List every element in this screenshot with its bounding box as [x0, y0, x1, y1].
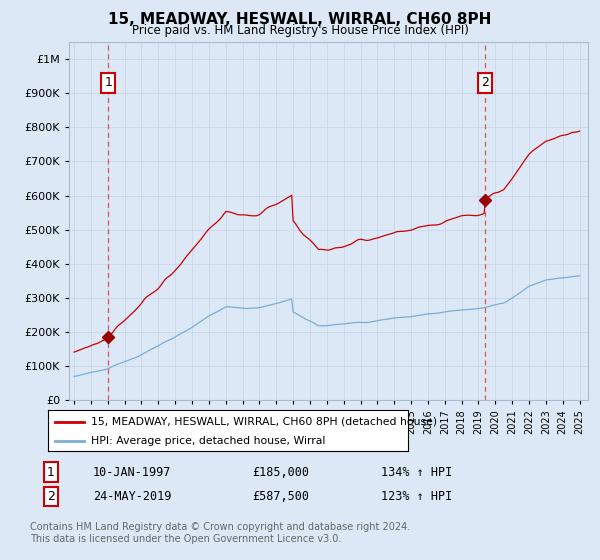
- Text: 123% ↑ HPI: 123% ↑ HPI: [381, 489, 452, 503]
- Text: Price paid vs. HM Land Registry's House Price Index (HPI): Price paid vs. HM Land Registry's House …: [131, 24, 469, 36]
- Text: £587,500: £587,500: [252, 489, 309, 503]
- Text: 134% ↑ HPI: 134% ↑ HPI: [381, 465, 452, 479]
- Text: 2: 2: [481, 77, 489, 90]
- Text: 2: 2: [47, 489, 55, 503]
- Text: 1: 1: [47, 465, 55, 479]
- Text: 15, MEADWAY, HESWALL, WIRRAL, CH60 8PH: 15, MEADWAY, HESWALL, WIRRAL, CH60 8PH: [109, 12, 491, 27]
- Text: HPI: Average price, detached house, Wirral: HPI: Average price, detached house, Wirr…: [91, 436, 326, 446]
- Text: 1: 1: [104, 77, 112, 90]
- Text: 10-JAN-1997: 10-JAN-1997: [93, 465, 172, 479]
- Text: 15, MEADWAY, HESWALL, WIRRAL, CH60 8PH (detached house): 15, MEADWAY, HESWALL, WIRRAL, CH60 8PH (…: [91, 417, 437, 427]
- Text: 24-MAY-2019: 24-MAY-2019: [93, 489, 172, 503]
- Text: Contains HM Land Registry data © Crown copyright and database right 2024.
This d: Contains HM Land Registry data © Crown c…: [30, 522, 410, 544]
- Text: £185,000: £185,000: [252, 465, 309, 479]
